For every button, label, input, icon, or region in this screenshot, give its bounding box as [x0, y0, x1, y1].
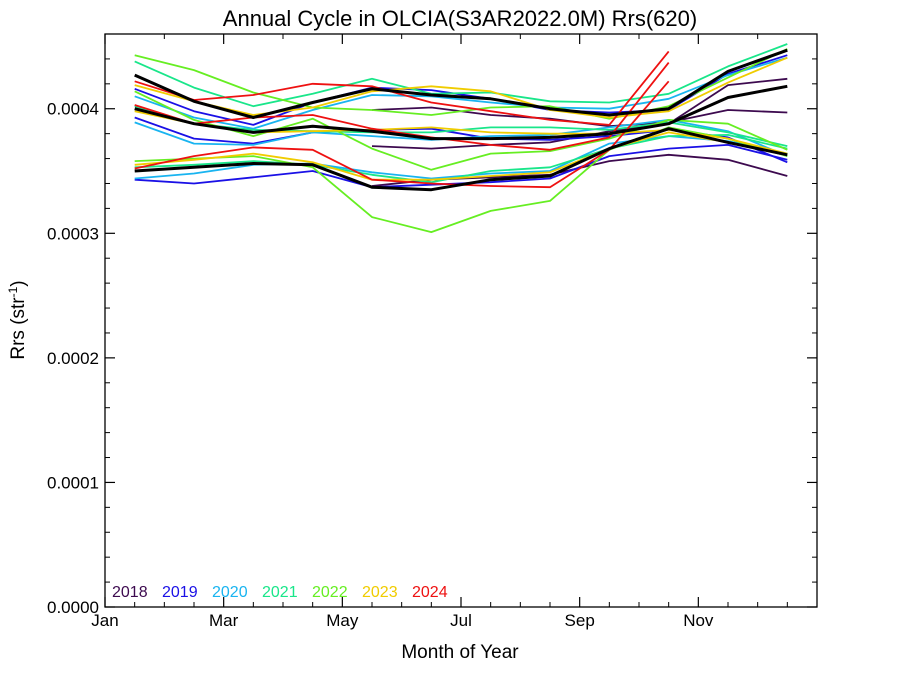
legend-entry: 2022 [312, 584, 348, 601]
plot-lines [134, 43, 788, 234]
y-tick-label: 0.0003 [47, 224, 99, 243]
legend-entry: 2020 [212, 584, 248, 601]
legend-entry: 2018 [112, 584, 148, 601]
legend-entry: 2024 [412, 584, 448, 601]
y-axis-label: Rrs (str-1) [6, 280, 29, 359]
x-tick-label: Jul [450, 611, 472, 630]
x-tick-label: Mar [209, 611, 239, 630]
legend-entry: 2019 [162, 584, 198, 601]
series-line-overall [134, 84, 788, 141]
x-tick-label: Jan [91, 611, 118, 630]
y-axis-label-main: Rrs (str [8, 297, 29, 360]
x-axis-label: Month of Year [401, 642, 519, 663]
series-line [134, 131, 788, 181]
series-line [134, 126, 788, 234]
y-tick-label: 0.0002 [47, 349, 99, 368]
y-tick-label: 0.0004 [47, 100, 99, 119]
series-line [134, 56, 788, 119]
y-tick-label: 0.0001 [47, 473, 99, 492]
x-tick-label: Sep [565, 611, 595, 630]
y-axis-label-close: ) [8, 280, 29, 286]
series-line [134, 133, 788, 184]
series-line [134, 43, 788, 108]
series-line [134, 62, 670, 151]
series-line-overall [134, 127, 788, 192]
series-line [134, 50, 670, 126]
y-axis-label-sup: -1 [6, 286, 20, 297]
series-line-overall [134, 48, 788, 119]
axis-ticks: Jan Mar May Jul Sep Nov 0.0000 0.0001 0.0002 0.00… [47, 34, 817, 630]
x-tick-label: Nov [683, 611, 714, 630]
y-tick-label: 0.0000 [47, 598, 99, 617]
legend: 2018 2019 2020 2021 2022 2023 2024 [112, 584, 448, 601]
series-line [134, 56, 788, 130]
legend-entry: 2021 [262, 584, 298, 601]
series-line [134, 80, 670, 189]
x-tick-label: May [326, 611, 359, 630]
legend-entry: 2023 [362, 584, 398, 601]
chart-title: Annual Cycle in OLCIA(S3AR2022.0M) Rrs(6… [223, 6, 697, 31]
